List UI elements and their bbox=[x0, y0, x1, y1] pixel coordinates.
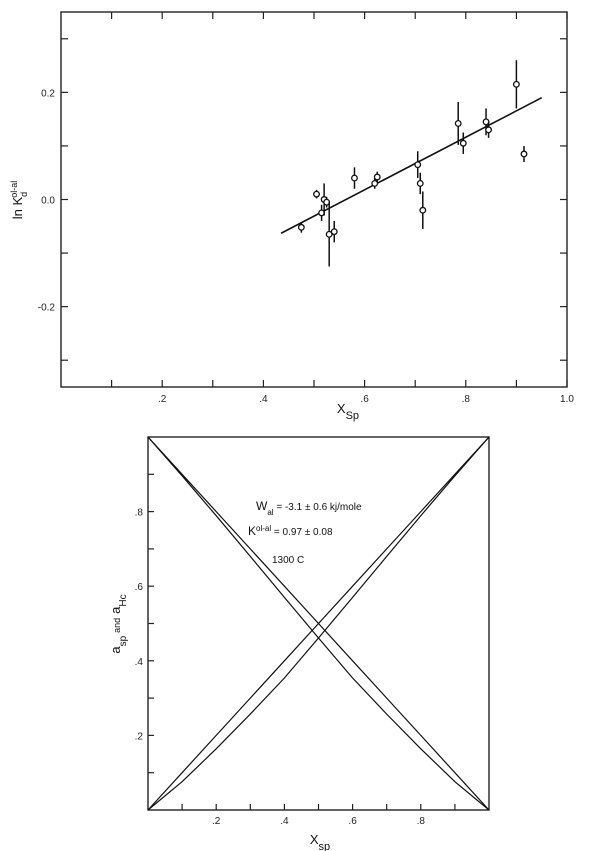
point-marker bbox=[454, 119, 462, 127]
bottom-series-lines bbox=[147, 436, 490, 811]
bottom-y-tick-label: .6 bbox=[135, 582, 144, 593]
data-point bbox=[313, 189, 320, 199]
top-x-tick-label: .6 bbox=[360, 394, 369, 405]
bottom-y-tick-label: .4 bbox=[135, 657, 144, 668]
bottom-tick-labels: .2 .4 .6 .8 .2 .4 .6 .8 bbox=[135, 508, 426, 827]
point-marker bbox=[371, 179, 379, 187]
data-point bbox=[419, 191, 427, 229]
data-point bbox=[454, 102, 462, 145]
data-point bbox=[297, 222, 305, 233]
data-point bbox=[325, 202, 333, 267]
point-marker bbox=[416, 179, 424, 187]
ideal-activity-line bbox=[147, 436, 490, 811]
point-marker bbox=[414, 161, 422, 169]
top-y-tick-label: 0.2 bbox=[41, 88, 55, 99]
top-x-tick-label: .2 bbox=[158, 394, 167, 405]
data-point bbox=[520, 145, 528, 162]
point-marker bbox=[512, 80, 520, 88]
top-y-axis-label: ln Kdol-al bbox=[9, 181, 29, 219]
bottom-activity-chart: .2 .4 .6 .8 .2 .4 .6 .8 Wal = -3.1 ± 0.6 kj/mol… bbox=[108, 436, 490, 851]
bottom-y-tick-label: .2 bbox=[135, 731, 144, 742]
annotation-distribution-coefficient: Kol-al = 0.97 ± 0.08 bbox=[248, 524, 333, 539]
data-point bbox=[351, 167, 358, 189]
data-point bbox=[512, 60, 520, 109]
top-x-tick-label: 1.0 bbox=[560, 394, 574, 405]
top-y-tick-label: -0.2 bbox=[38, 303, 56, 314]
point-marker bbox=[419, 206, 427, 214]
top-tick-labels: .2 .4 .6 .8 1.0 0.2 0.0 -0.2 bbox=[38, 88, 575, 405]
bottom-x-tick-label: .8 bbox=[417, 816, 426, 827]
data-point bbox=[416, 172, 424, 195]
top-y-tick-label: 0.0 bbox=[41, 196, 55, 207]
bottom-x-tick-label: .2 bbox=[212, 816, 221, 827]
data-point bbox=[371, 178, 379, 189]
data-point bbox=[330, 220, 338, 243]
annotation-interaction-parameter: Wal = -3.1 ± 0.6 kj/mole bbox=[256, 499, 362, 517]
top-x-axis-label: XSp bbox=[337, 401, 359, 422]
nonideal-activity-curve bbox=[147, 436, 490, 811]
point-marker bbox=[459, 139, 467, 147]
point-marker bbox=[351, 174, 358, 182]
bottom-axis-ticks bbox=[148, 473, 456, 810]
data-point bbox=[373, 171, 381, 183]
top-axis-ticks bbox=[61, 12, 568, 387]
top-scatter-chart: .2 .4 .6 .8 1.0 0.2 0.0 -0.2 ln Kdol-al XSp bbox=[9, 11, 575, 422]
data-point bbox=[485, 121, 493, 138]
bottom-x-tick-label: .6 bbox=[348, 816, 357, 827]
annotation-temperature: 1300 C bbox=[272, 555, 304, 566]
point-marker bbox=[325, 230, 333, 238]
data-point bbox=[459, 132, 467, 154]
point-marker bbox=[485, 126, 493, 134]
top-plot-frame bbox=[60, 11, 568, 388]
top-x-tick-label: .8 bbox=[462, 394, 471, 405]
point-marker bbox=[313, 190, 320, 198]
bottom-x-axis-label: Xsp bbox=[310, 832, 330, 851]
bottom-x-tick-label: .4 bbox=[280, 816, 289, 827]
bottom-y-axis-label: aspandaHc bbox=[108, 594, 129, 653]
bottom-y-tick-label: .8 bbox=[135, 508, 144, 519]
point-marker bbox=[297, 223, 305, 231]
top-x-tick-label: .4 bbox=[259, 394, 268, 405]
point-marker bbox=[373, 173, 381, 181]
data-point bbox=[414, 151, 422, 179]
top-data-points bbox=[297, 60, 528, 267]
point-marker bbox=[330, 228, 338, 236]
point-marker bbox=[520, 150, 528, 158]
